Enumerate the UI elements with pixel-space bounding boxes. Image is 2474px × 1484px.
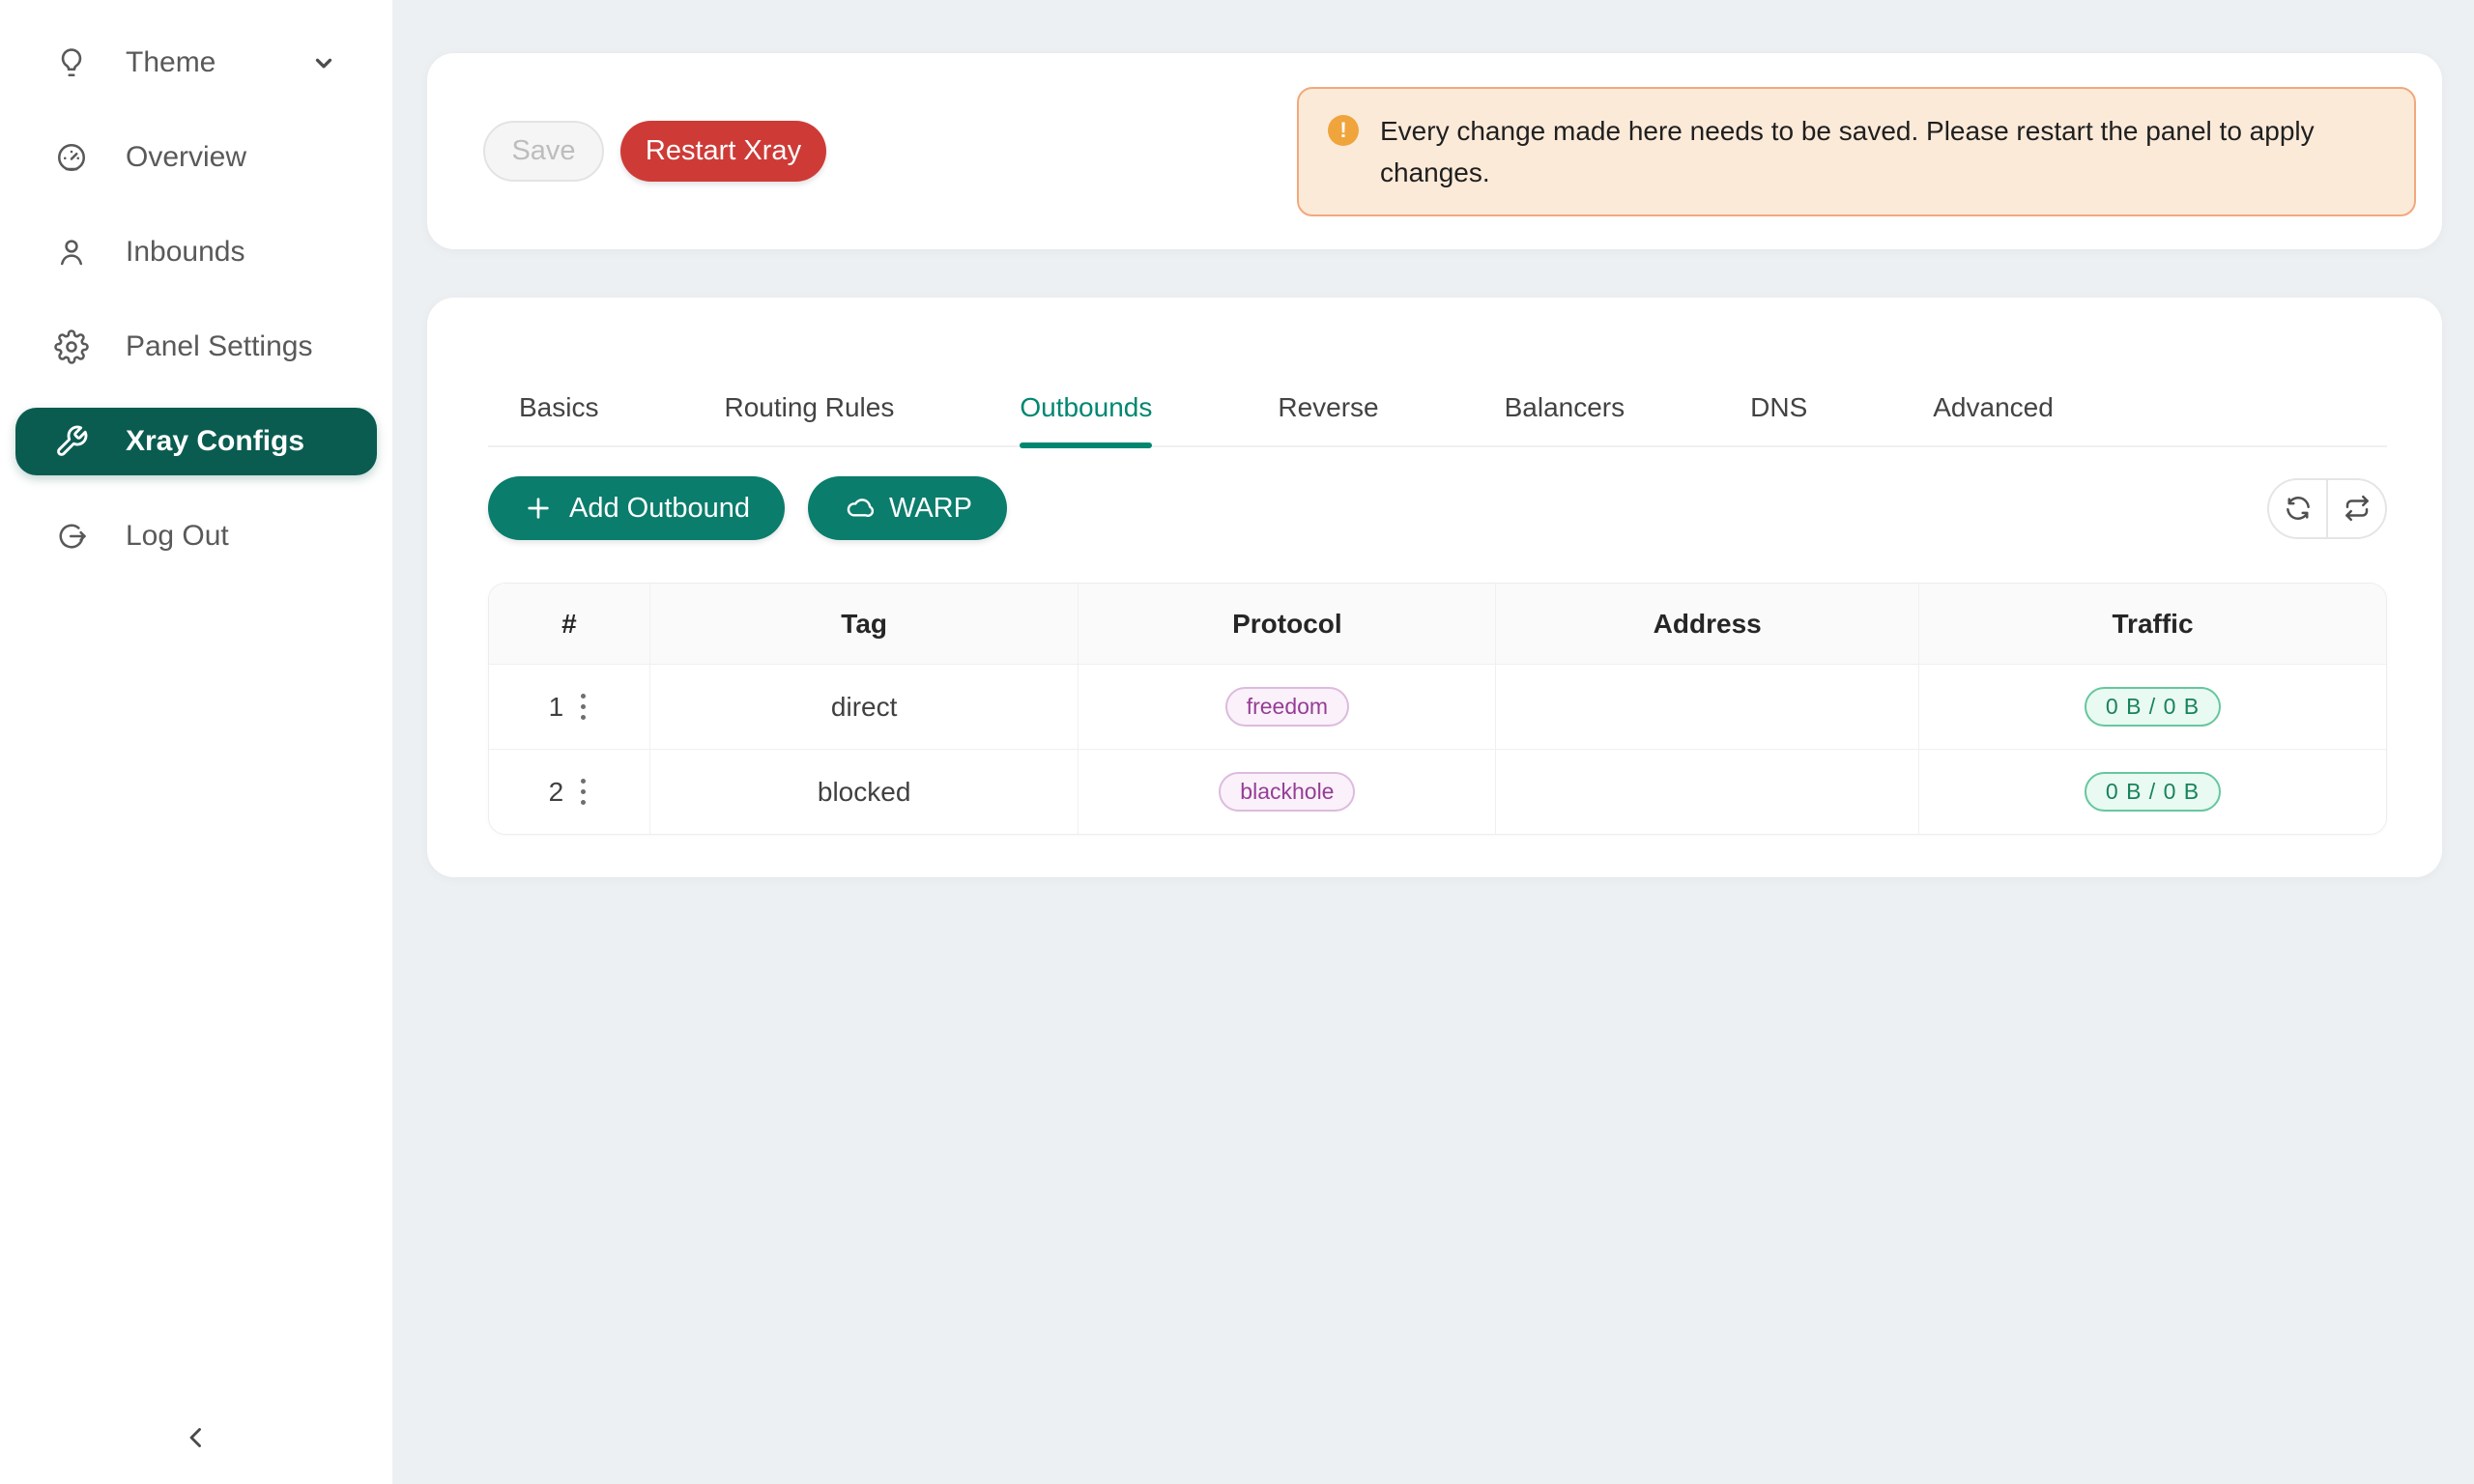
toggle-view-button[interactable] (2328, 480, 2385, 537)
tab-reverse[interactable]: Reverse (1278, 392, 1379, 422)
refresh-button[interactable] (2269, 479, 2328, 537)
table-tools (2267, 477, 2387, 539)
sidebar-item-label: Overview (126, 141, 247, 173)
config-tabs: Basics Routing Rules Outbounds Reverse B… (488, 369, 2387, 448)
sidebar-item-label: Xray Configs (126, 425, 305, 457)
restart-xray-button[interactable]: Restart Xray (620, 121, 826, 182)
warp-label: WARP (889, 492, 972, 524)
warning-alert-text: Every change made here needs to be saved… (1380, 115, 2315, 187)
address-cell (1496, 665, 1920, 749)
sidebar-item-theme[interactable]: Theme (0, 29, 392, 97)
outbounds-table: # Tag Protocol Address Traffic 1 direct … (488, 583, 2387, 835)
actions-row: Add Outbound WARP (488, 476, 2387, 540)
refresh-icon (2286, 497, 2310, 520)
sidebar: Theme Overview Inbounds (0, 0, 392, 1484)
tag-cell: direct (650, 665, 1079, 749)
address-cell (1496, 750, 1920, 834)
sidebar-item-label: Log Out (126, 520, 229, 552)
user-icon (54, 235, 89, 270)
plus-icon (528, 498, 549, 519)
sidebar-item-log-out[interactable]: Log Out (0, 502, 392, 570)
bulb-icon (54, 45, 89, 80)
column-header-traffic: Traffic (2112, 608, 2194, 639)
sidebar-item-label: Inbounds (126, 236, 245, 268)
column-header-protocol: Protocol (1079, 584, 1497, 664)
tab-balancers[interactable]: Balancers (1504, 392, 1625, 422)
table-header: # Tag Protocol Address Traffic (489, 584, 2386, 664)
protocol-badge: blackhole (1219, 772, 1356, 812)
tab-routing-rules[interactable]: Routing Rules (724, 392, 895, 422)
wrench-icon (54, 424, 89, 459)
main-content: Save Restart Xray ! Every change made he… (392, 0, 2474, 1484)
logout-icon (54, 519, 89, 554)
dashboard-icon (54, 140, 89, 175)
column-header-address: Address (1496, 584, 1920, 664)
sidebar-item-label: Theme (126, 46, 216, 78)
sidebar-item-label: Panel Settings (126, 330, 313, 362)
sidebar-collapse-button[interactable] (0, 1421, 392, 1459)
sidebar-item-panel-settings[interactable]: Panel Settings (0, 313, 392, 381)
warp-button[interactable]: WARP (808, 476, 1007, 540)
gear-icon (54, 329, 89, 364)
chevron-left-icon (180, 1421, 213, 1459)
table-row: 1 direct freedom 0 B / 0 B (489, 664, 2386, 749)
toolbar-card: Save Restart Xray ! Every change made he… (427, 53, 2442, 249)
save-button[interactable]: Save (483, 121, 604, 182)
add-outbound-button[interactable]: Add Outbound (488, 476, 786, 540)
traffic-badge: 0 B / 0 B (2084, 687, 2222, 727)
tab-advanced[interactable]: Advanced (1933, 392, 2054, 422)
row-number: 1 (548, 691, 564, 722)
chevron-down-icon (311, 50, 336, 75)
tab-outbounds[interactable]: Outbounds (1020, 369, 1153, 448)
traffic-badge: 0 B / 0 B (2084, 772, 2222, 812)
row-number: 2 (548, 776, 564, 807)
column-header-index: # (489, 584, 650, 664)
column-header-tag: Tag (650, 584, 1079, 664)
add-outbound-label: Add Outbound (569, 492, 751, 524)
protocol-badge: freedom (1224, 687, 1350, 727)
sidebar-item-xray-configs[interactable]: Xray Configs (15, 408, 377, 475)
warning-icon: ! (1328, 114, 1359, 146)
repeat-icon (2345, 495, 2369, 522)
warning-alert: ! Every change made here needs to be sav… (1297, 86, 2416, 216)
sidebar-item-inbounds[interactable]: Inbounds (0, 218, 392, 286)
xray-configs-card: Basics Routing Rules Outbounds Reverse B… (427, 298, 2442, 877)
tab-dns[interactable]: DNS (1750, 392, 1808, 422)
tab-basics[interactable]: Basics (519, 392, 599, 422)
table-row: 2 blocked blackhole 0 B / 0 B (489, 749, 2386, 834)
tag-cell: blocked (650, 750, 1079, 834)
sidebar-item-overview[interactable]: Overview (0, 124, 392, 191)
cloud-icon (847, 499, 875, 517)
row-menu-icon[interactable] (577, 690, 590, 724)
row-menu-icon[interactable] (577, 775, 590, 809)
